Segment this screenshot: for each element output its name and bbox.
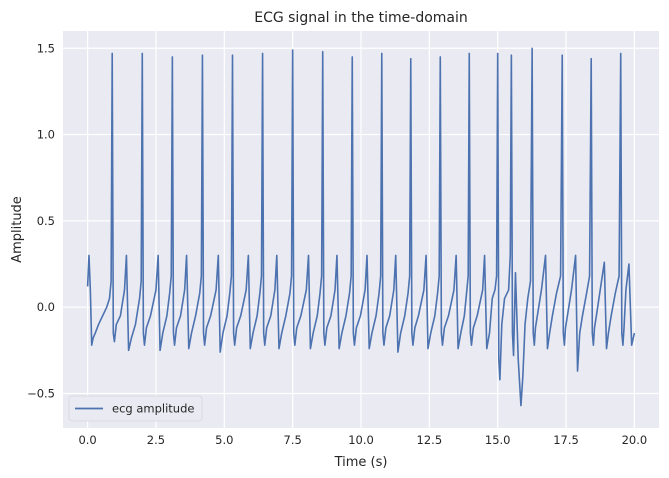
x-tick-label: 17.5 (553, 433, 579, 447)
chart-title: ECG signal in the time-domain (254, 10, 468, 26)
y-tick-label: 0.0 (37, 300, 55, 314)
x-tick-label: 10.0 (348, 433, 374, 447)
x-tick-label: 15.0 (485, 433, 511, 447)
grid (63, 31, 659, 428)
x-axis-label: Time (s) (334, 455, 388, 470)
x-tick-label: 7.5 (284, 433, 302, 447)
series-line-ecg-amplitude (86, 47, 636, 407)
x-tick-label: 5.0 (215, 433, 233, 447)
y-tick-label: 1.5 (37, 41, 55, 55)
legend: ecg amplitude (68, 395, 203, 422)
x-tick-label: 12.5 (417, 433, 443, 447)
y-tick-label: 0.5 (37, 214, 55, 228)
x-tick-label: 20.0 (622, 433, 648, 447)
y-tick-label: 1.0 (37, 128, 55, 142)
y-tick-labels: −0.5 0.0 0.5 1.0 1.5 (27, 41, 55, 400)
x-tick-labels: 0.0 2.5 5.0 7.5 10.0 12.5 15.0 17.5 20.0 (78, 433, 647, 447)
series-layer (86, 47, 636, 407)
y-tick-label: −0.5 (27, 386, 55, 400)
legend-box (68, 395, 203, 422)
y-axis-label: Amplitude (10, 196, 25, 263)
x-tick-label: 2.5 (147, 433, 165, 447)
legend-label: ecg amplitude (112, 402, 194, 416)
x-tick-label: 0.0 (78, 433, 96, 447)
